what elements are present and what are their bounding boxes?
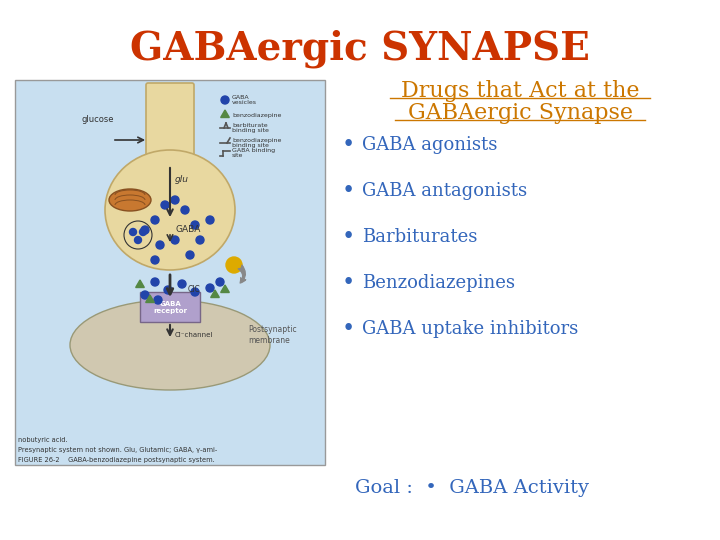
Circle shape (191, 221, 199, 229)
Text: GABAergic SYNAPSE: GABAergic SYNAPSE (130, 30, 590, 69)
Text: barbiturate
binding site: barbiturate binding site (232, 123, 269, 133)
Text: GABAergic Synapse: GABAergic Synapse (408, 102, 632, 124)
Text: nobutyric acid.: nobutyric acid. (18, 437, 68, 443)
FancyBboxPatch shape (140, 292, 200, 322)
FancyBboxPatch shape (146, 83, 194, 162)
Circle shape (130, 228, 137, 235)
Circle shape (206, 284, 214, 292)
Text: •: • (341, 226, 355, 248)
Circle shape (181, 206, 189, 214)
Circle shape (216, 278, 224, 286)
Ellipse shape (109, 189, 151, 211)
Text: •: • (341, 272, 355, 294)
Text: Postsynaptic
membrane: Postsynaptic membrane (248, 325, 297, 345)
Text: GABA
receptor: GABA receptor (153, 300, 187, 314)
Text: ClC: ClC (188, 286, 201, 294)
Text: GABA agonists: GABA agonists (362, 136, 498, 154)
Text: benzodiazepine: benzodiazepine (232, 112, 282, 118)
Text: GABA binding
site: GABA binding site (232, 147, 275, 158)
Circle shape (191, 288, 199, 296)
Text: GABA antagonists: GABA antagonists (362, 182, 527, 200)
Circle shape (141, 291, 149, 299)
Text: GABA: GABA (175, 226, 200, 234)
Ellipse shape (105, 150, 235, 270)
Text: Goal :  •  GABA Activity: Goal : • GABA Activity (355, 479, 589, 497)
Text: GABA uptake inhibitors: GABA uptake inhibitors (362, 320, 578, 338)
Text: Benzodiazepines: Benzodiazepines (362, 274, 515, 292)
Text: Barbiturates: Barbiturates (362, 228, 477, 246)
Text: glu: glu (175, 176, 189, 185)
Text: Drugs that Act at the: Drugs that Act at the (401, 80, 639, 102)
Text: •: • (341, 318, 355, 340)
Text: FIGURE 26-2    GABA-benzodiazepine postsynaptic system.: FIGURE 26-2 GABA-benzodiazepine postsyna… (18, 457, 215, 463)
Text: GABA
vesicles: GABA vesicles (232, 94, 257, 105)
Circle shape (164, 286, 172, 294)
Text: •: • (341, 134, 355, 156)
Circle shape (151, 278, 159, 286)
Circle shape (151, 256, 159, 264)
Text: benzodiazepine
binding site: benzodiazepine binding site (232, 138, 282, 148)
Circle shape (140, 228, 146, 235)
Bar (15, 80, 325, 465)
Circle shape (206, 216, 214, 224)
Circle shape (135, 237, 142, 244)
Circle shape (171, 196, 179, 204)
Circle shape (156, 241, 164, 249)
Text: glucose: glucose (82, 116, 114, 125)
Circle shape (154, 296, 162, 304)
Circle shape (221, 96, 229, 104)
Ellipse shape (70, 300, 270, 390)
Circle shape (178, 280, 186, 288)
Circle shape (226, 257, 242, 273)
Text: Presynaptic system not shown. Glu, Glutamic; GABA, γ-ami-: Presynaptic system not shown. Glu, Gluta… (18, 447, 217, 453)
Circle shape (141, 226, 149, 234)
Circle shape (151, 216, 159, 224)
Circle shape (196, 236, 204, 244)
Circle shape (186, 251, 194, 259)
Circle shape (161, 201, 169, 209)
Circle shape (171, 236, 179, 244)
Text: Cl⁻channel: Cl⁻channel (175, 332, 213, 338)
Text: •: • (341, 180, 355, 202)
